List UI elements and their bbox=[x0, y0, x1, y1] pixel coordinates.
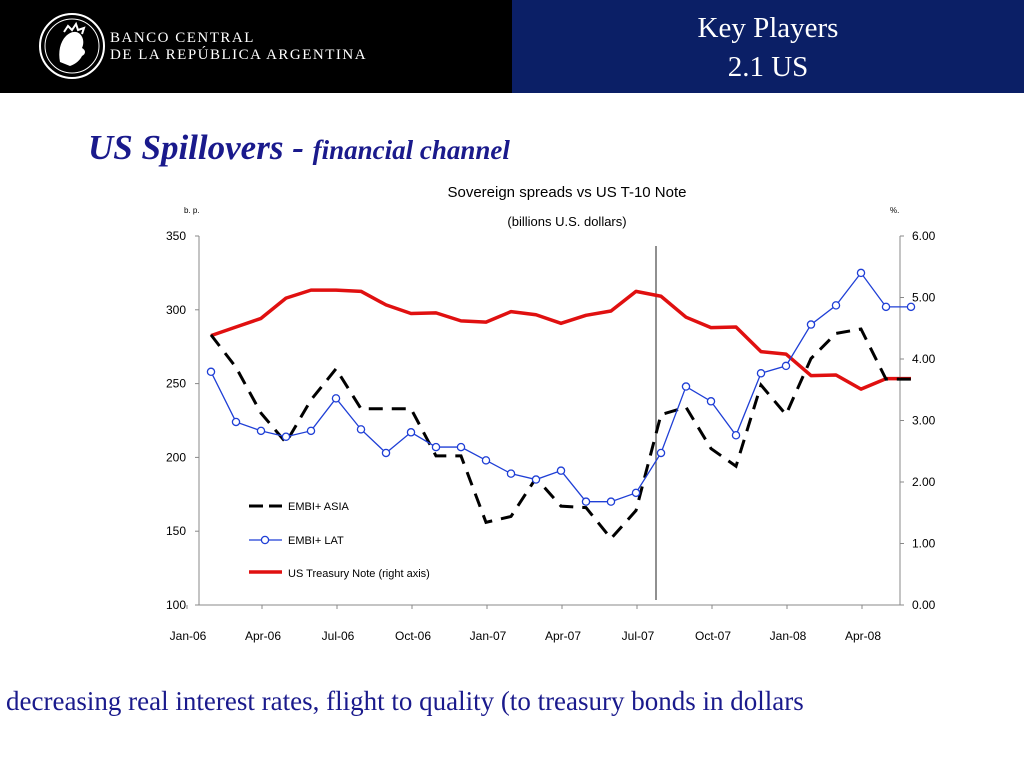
series-lat-point bbox=[831, 301, 841, 310]
y-axis-right-unit: %. bbox=[890, 206, 899, 215]
y-left-tick-label: 200 bbox=[166, 450, 186, 464]
series-lat-point bbox=[331, 394, 341, 403]
series-lat-point bbox=[506, 469, 516, 478]
series-lat-point bbox=[606, 497, 616, 506]
slide-title-sub: financial channel bbox=[312, 135, 510, 165]
slide-title: US Spillovers - financial channel bbox=[88, 128, 510, 168]
y-left-tick-label: 300 bbox=[166, 303, 186, 317]
legend-lat-marker bbox=[260, 535, 270, 545]
series-lat-point bbox=[406, 428, 416, 437]
y-right-tick-label: 2.00 bbox=[912, 475, 936, 489]
y-right-tick-label: 6.00 bbox=[912, 229, 936, 243]
x-tick-label: Apr-06 bbox=[245, 629, 281, 643]
header-title: Key Players bbox=[697, 12, 839, 44]
y-right-tick-label: 1.00 bbox=[912, 537, 936, 551]
header-title-panel bbox=[512, 0, 1024, 93]
x-tick-label: Jan-08 bbox=[770, 629, 807, 643]
series-lat-point bbox=[656, 448, 666, 458]
series-lat-point bbox=[531, 475, 541, 484]
x-tick-label: Apr-08 bbox=[845, 629, 881, 643]
y-right-tick-label: 0.00 bbox=[912, 598, 936, 612]
series-lat-point bbox=[456, 442, 466, 452]
x-tick-label: Oct-06 bbox=[395, 629, 431, 643]
y-left-tick-label: 350 bbox=[166, 229, 186, 243]
y-left-tick-label: 100 bbox=[166, 598, 186, 612]
header-bank-panel bbox=[0, 0, 512, 93]
series-lat-point bbox=[481, 456, 491, 465]
x-tick-label: Oct-07 bbox=[695, 629, 731, 643]
series-lat-point bbox=[256, 426, 266, 436]
legend-treasury-label: US Treasury Note (right axis) bbox=[288, 568, 430, 580]
series-lat-point bbox=[231, 417, 241, 427]
series-lat-point bbox=[306, 426, 316, 436]
series-lat-point bbox=[206, 367, 216, 377]
slide-title-main: US Spillovers - bbox=[88, 128, 313, 167]
y-left-tick-label: 250 bbox=[166, 377, 186, 391]
series-asia-line bbox=[209, 327, 911, 541]
legend-asia-label: EMBI+ ASIA bbox=[288, 501, 349, 513]
chart-subtitle: (billions U.S. dollars) bbox=[507, 214, 626, 229]
series-lat-point bbox=[906, 302, 916, 312]
series-lat-point bbox=[856, 268, 866, 278]
x-tick-label: Apr-07 bbox=[545, 629, 581, 643]
series-lat-point bbox=[281, 432, 291, 441]
series-lat-point bbox=[581, 497, 591, 506]
x-tick-label: Jul-06 bbox=[322, 629, 355, 643]
chart-title: Sovereign spreads vs US T-10 Note bbox=[447, 184, 686, 201]
series-treasury-line bbox=[210, 288, 911, 391]
series-lat-point bbox=[881, 302, 891, 312]
series-lat-point bbox=[356, 425, 366, 434]
header-subtitle: 2.1 US bbox=[727, 51, 809, 83]
y-right-tick-label: 3.00 bbox=[912, 414, 936, 428]
y-right-tick-label: 5.00 bbox=[912, 291, 936, 305]
series-lat-point bbox=[756, 369, 766, 378]
y-right-tick-label: 4.00 bbox=[912, 352, 936, 366]
bank-name-line2: DE LA REPÚBLICA ARGENTINA bbox=[110, 47, 368, 63]
series-lat-point bbox=[731, 431, 741, 440]
series-lat-point bbox=[806, 320, 816, 329]
series-lat-point bbox=[631, 488, 641, 498]
legend-lat-label: EMBI+ LAT bbox=[288, 535, 344, 547]
y-left-tick-label: 150 bbox=[166, 524, 186, 538]
footer-caption: decreasing real interest rates, flight t… bbox=[6, 686, 804, 716]
series-lat-point bbox=[556, 466, 566, 475]
bank-name-line1: BANCO CENTRAL bbox=[110, 30, 255, 46]
x-tick-label: Jan-07 bbox=[470, 629, 507, 643]
x-tick-label: Jan-06 bbox=[170, 629, 207, 643]
series-lat-point bbox=[431, 442, 441, 452]
y-axis-left-unit: b. p. bbox=[184, 206, 200, 215]
series-lat-point bbox=[381, 448, 391, 458]
series-lat-point bbox=[681, 382, 691, 391]
central-bank-seal-icon bbox=[39, 13, 105, 79]
x-tick-label: Jul-07 bbox=[622, 629, 655, 643]
series-lat-point bbox=[706, 397, 716, 406]
series-lat-point bbox=[781, 361, 791, 371]
